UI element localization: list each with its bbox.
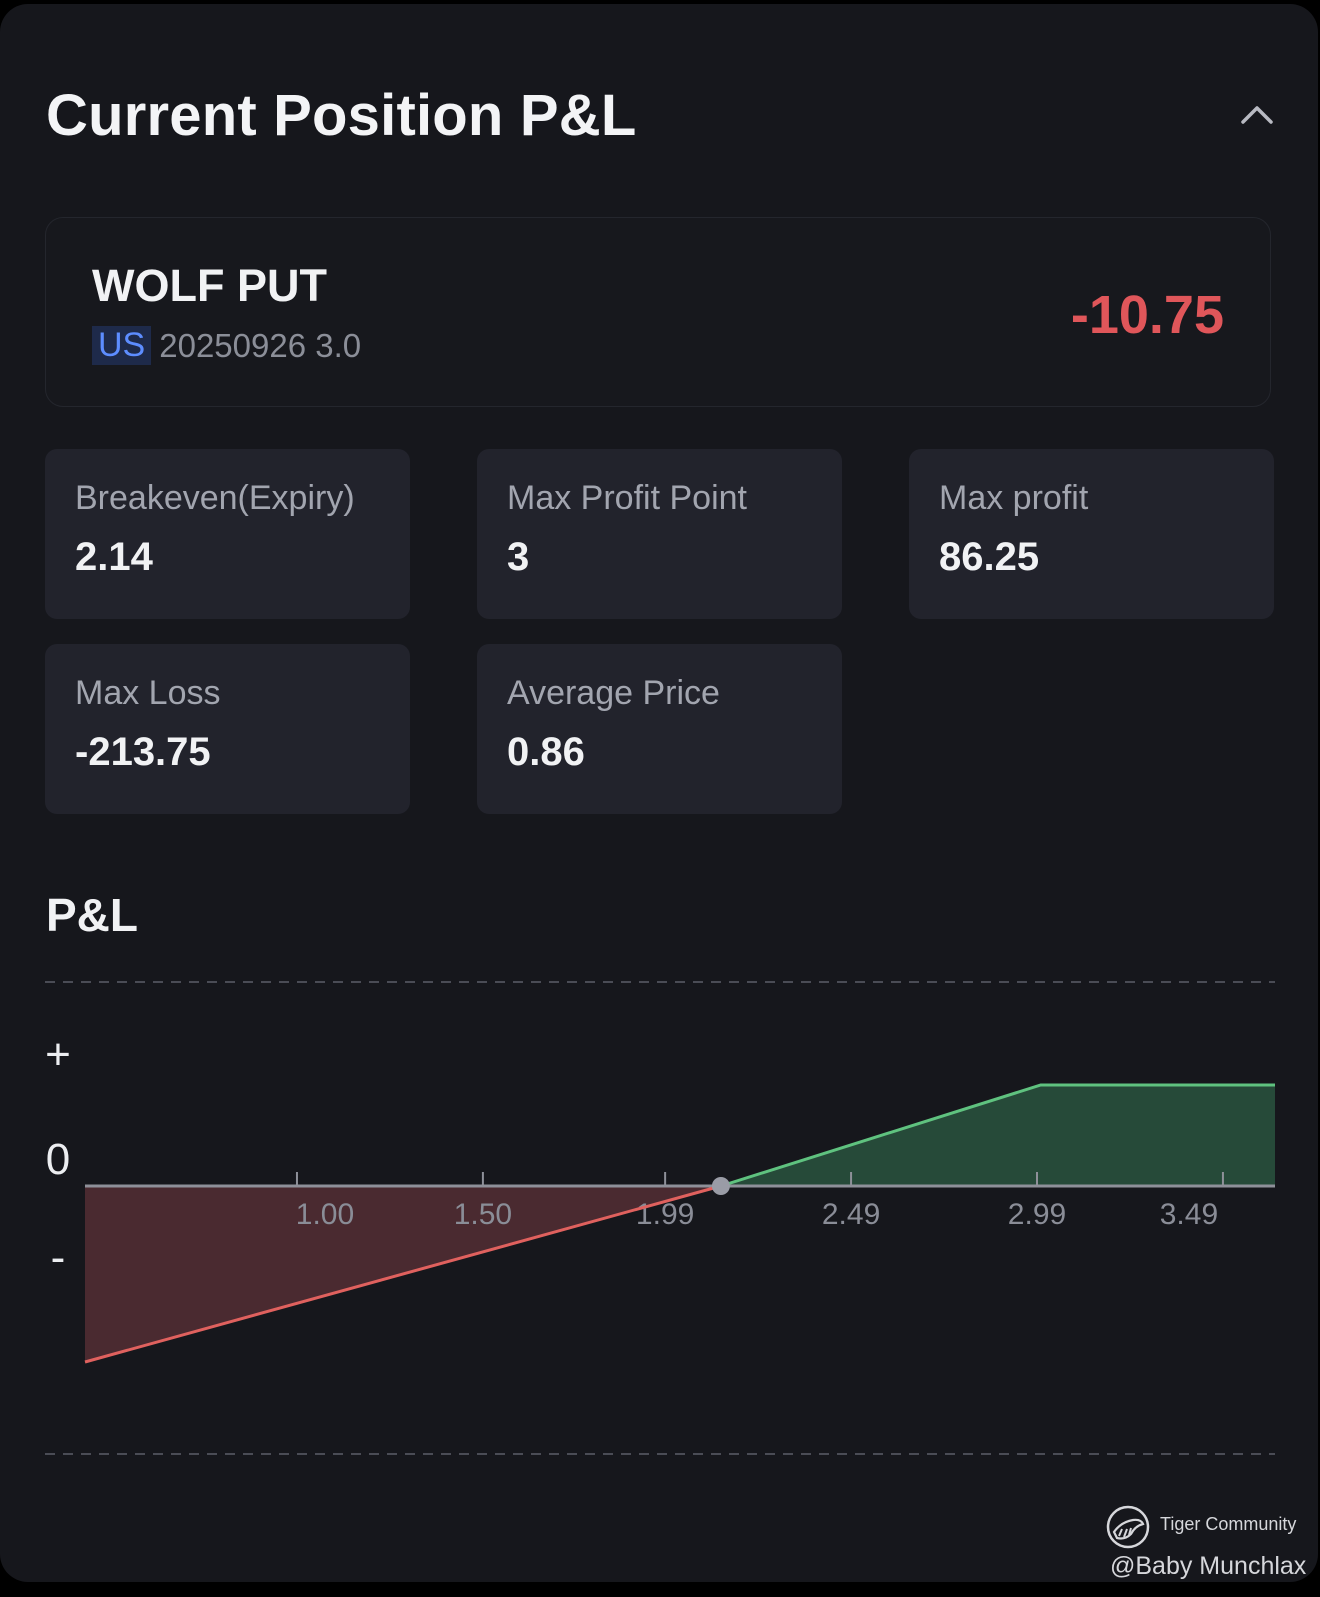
- y-marker: -: [51, 1233, 66, 1282]
- pnl-panel: Current Position P&L WOLF PUT US 2025092…: [0, 4, 1318, 1582]
- stat-value: -213.75: [75, 730, 211, 774]
- stat-card-max-profit: Max profit 86.25: [909, 449, 1274, 619]
- stat-label: Breakeven(Expiry): [75, 479, 355, 517]
- contract-detail: 20250926 3.0: [159, 326, 362, 364]
- stat-label: Max Profit Point: [507, 479, 747, 517]
- stat-value: 2.14: [75, 535, 153, 579]
- position-details: US 20250926 3.0: [92, 326, 361, 365]
- position-pnl: -10.75: [1070, 285, 1224, 345]
- x-tick-label: 1.99: [636, 1198, 694, 1231]
- stat-label: Average Price: [507, 674, 720, 712]
- pnl-chart: 1.00 1.50 1.99 2.49 2.99 3.49 +0 -: [45, 981, 1275, 1455]
- stat-card-breakeven: Breakeven(Expiry) 2.14: [45, 449, 410, 619]
- watermark-brand: Tiger Community: [1160, 1514, 1297, 1534]
- stat-label: Max profit: [939, 479, 1089, 517]
- y-marker: +: [45, 1030, 71, 1079]
- profit-area: [720, 1085, 1275, 1186]
- pl-section-title: P&L: [46, 889, 138, 941]
- position-card[interactable]: WOLF PUT US 20250926 3.0 -10.75: [45, 217, 1271, 407]
- chevron-up-icon[interactable]: [1240, 102, 1274, 126]
- stat-label: Max Loss: [75, 674, 221, 712]
- x-tick-label: 1.00: [296, 1198, 354, 1231]
- x-tick-label: 1.50: [454, 1198, 512, 1231]
- tiger-logo-icon: [1106, 1505, 1150, 1549]
- profit-line: [720, 1083, 1275, 1188]
- stat-card-average-price: Average Price 0.86: [477, 644, 842, 814]
- watermark-user: @Baby Munchlax: [1110, 1552, 1307, 1580]
- market-badge: US: [92, 326, 152, 365]
- x-tick-label: 2.49: [822, 1198, 880, 1231]
- stat-value: 3: [507, 535, 530, 579]
- stat-value: 0.86: [507, 730, 585, 774]
- stat-card-max-profit-point: Max Profit Point 3: [477, 449, 842, 619]
- x-tick-label: 2.99: [1008, 1198, 1066, 1231]
- loss-line: [84, 1184, 722, 1364]
- x-tick-label: 3.49: [1160, 1198, 1218, 1231]
- position-name: WOLF PUT: [92, 260, 327, 311]
- stat-value: 86.25: [939, 535, 1040, 579]
- page-title: Current Position P&L: [46, 83, 637, 148]
- stat-card-max-loss: Max Loss -213.75: [45, 644, 410, 814]
- breakeven-point: [711, 1177, 730, 1195]
- y-marker: 0: [46, 1135, 70, 1184]
